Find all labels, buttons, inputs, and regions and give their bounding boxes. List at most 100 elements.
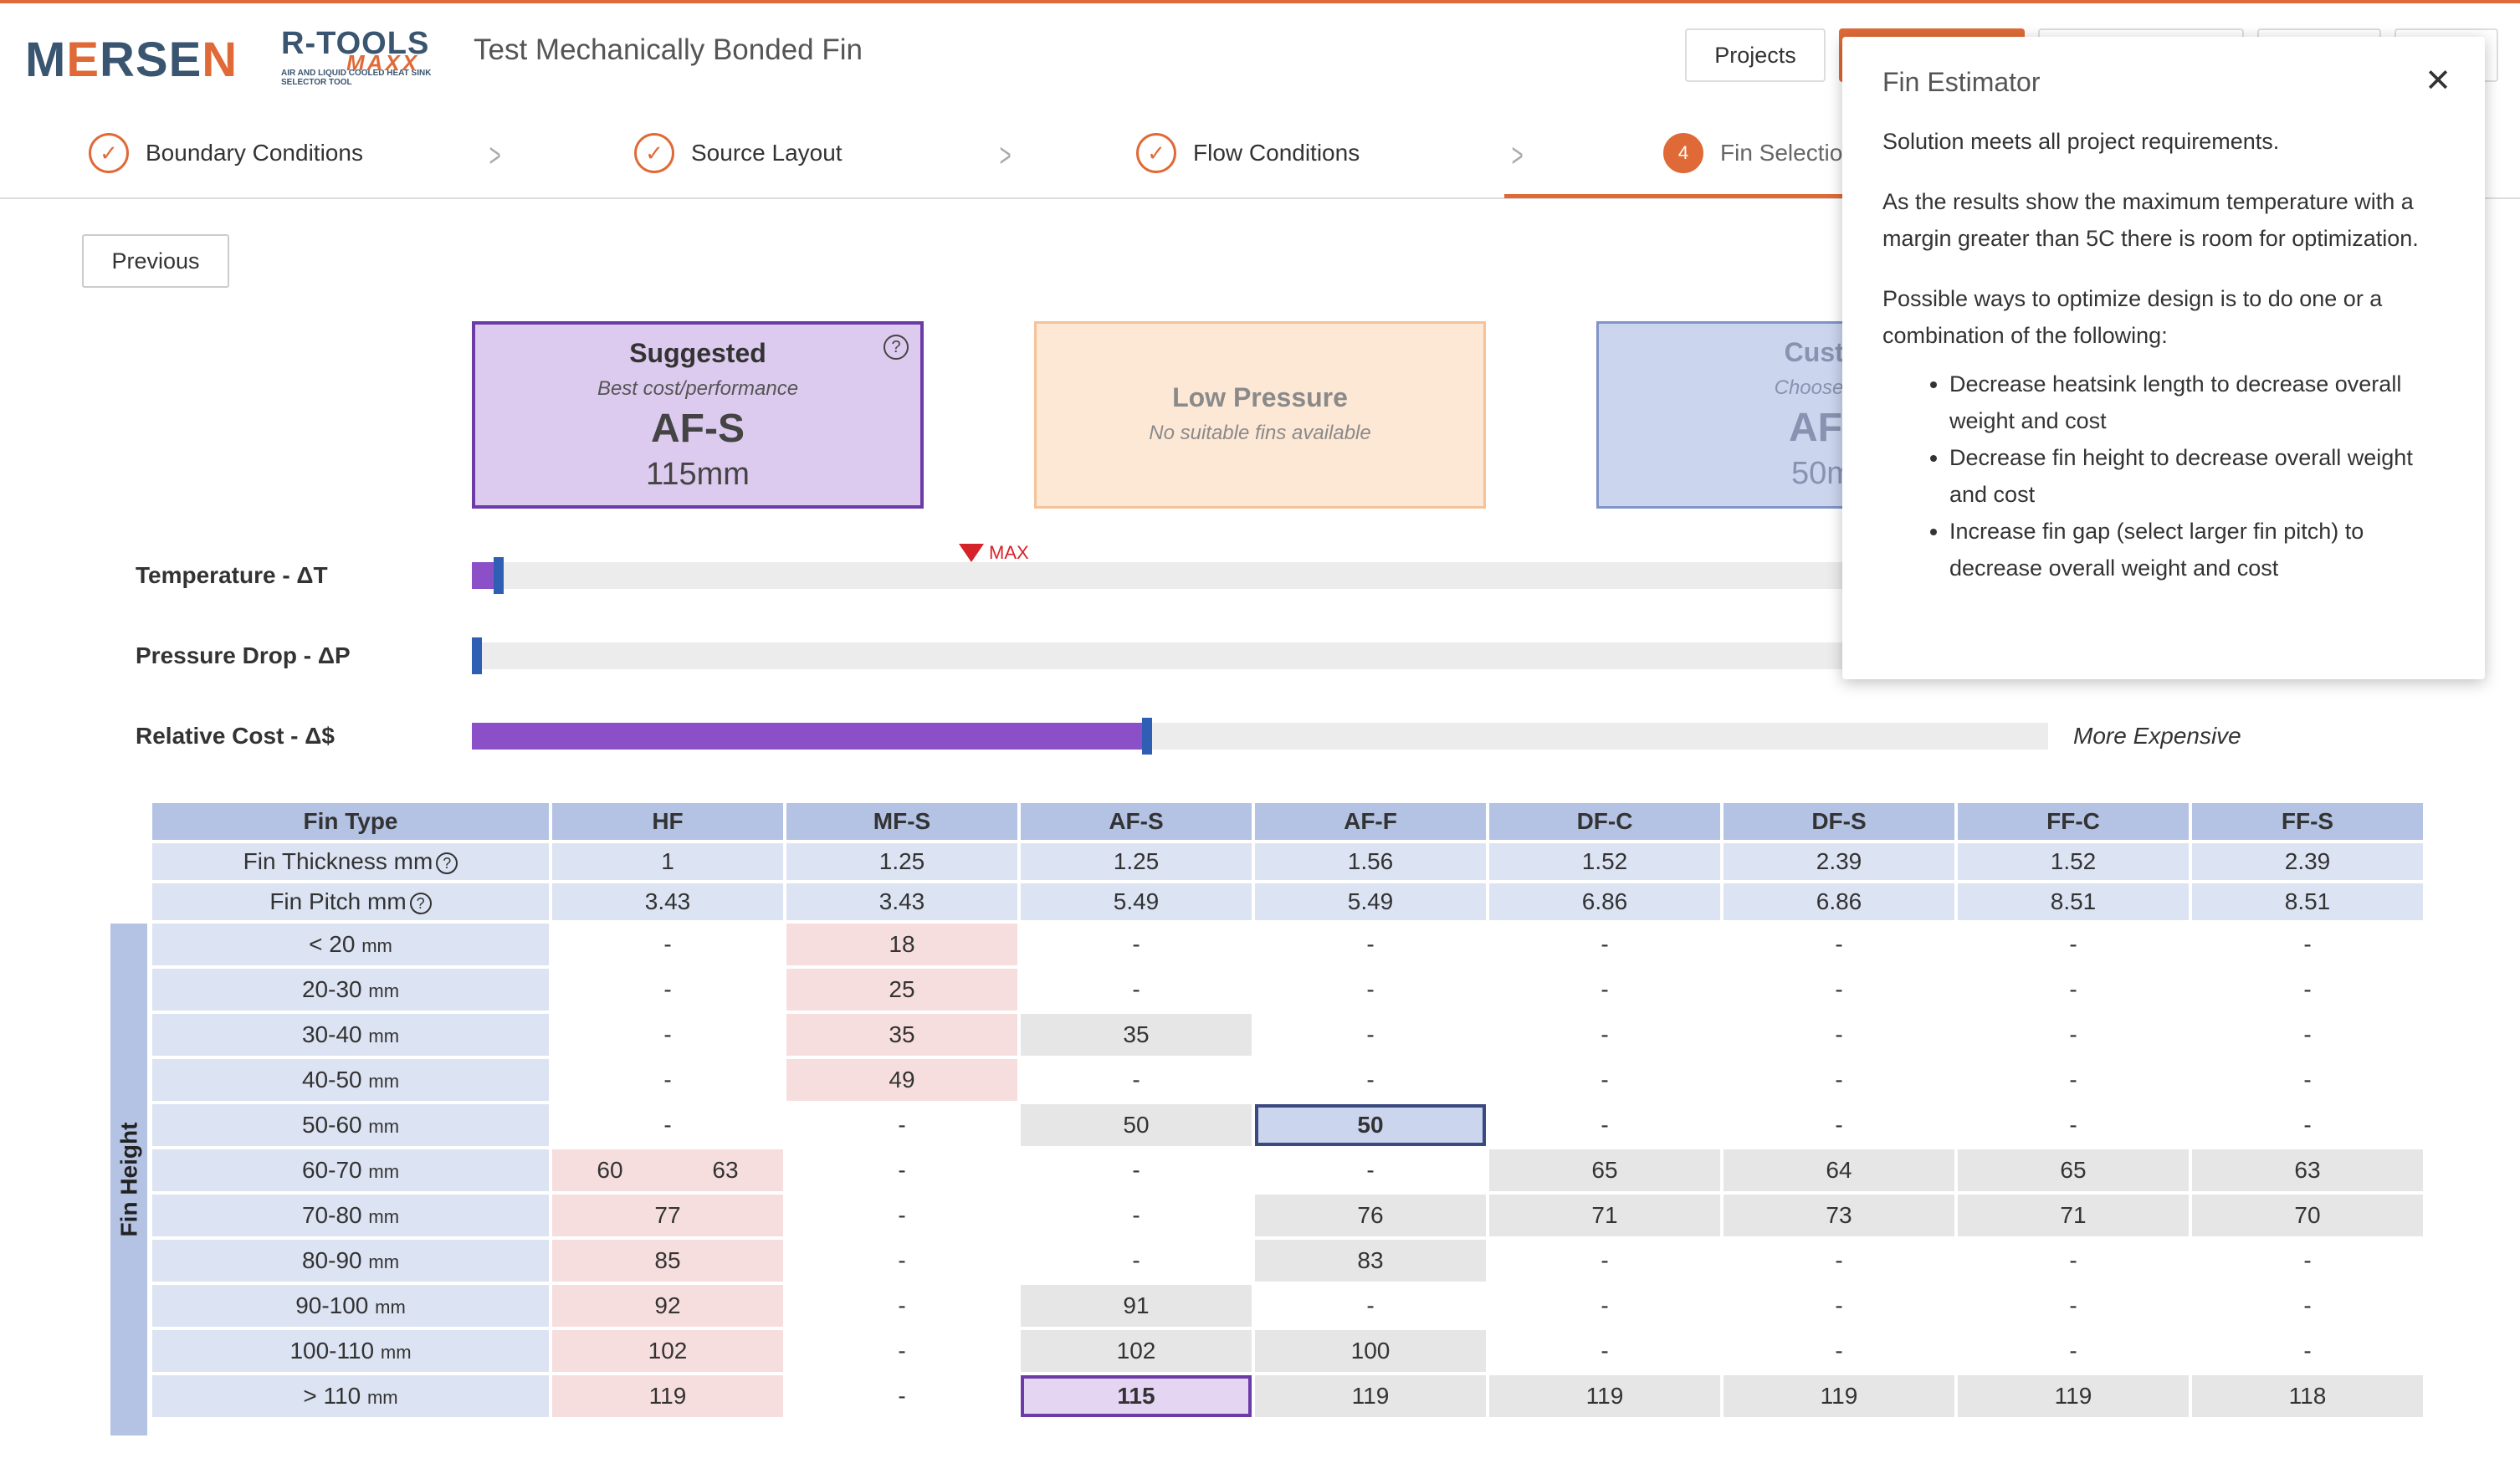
table-cell[interactable]: 119 (1958, 1375, 2189, 1417)
step-fin-selection[interactable]: 4 Fin Selectio (1663, 132, 1842, 174)
fin-type-row: Fin Type HF MF-S AF-S AF-F DF-C DF-S FF-… (152, 803, 2423, 840)
column-header[interactable]: DF-S (1724, 803, 1954, 840)
low-pressure-card[interactable]: Low Pressure No suitable fins available (1034, 321, 1486, 509)
fin-height-range: 50-60 mm (152, 1104, 549, 1146)
help-icon[interactable]: ? (884, 335, 909, 360)
table-cell[interactable]: 119 (552, 1375, 783, 1417)
temperature-bar-fill (472, 562, 494, 589)
close-icon[interactable]: ✕ (2425, 64, 2451, 99)
unit-label: mm (380, 1342, 412, 1363)
column-header[interactable]: FF-S (2192, 803, 2423, 840)
table-cell[interactable]: 119 (1724, 1375, 1954, 1417)
table-cell[interactable]: 70 (2192, 1195, 2423, 1236)
table-cell[interactable]: 65 (1958, 1149, 2189, 1191)
range-label: 40-50 (301, 1067, 362, 1093)
table-cell[interactable]: 50 (1255, 1104, 1486, 1146)
column-header[interactable]: FF-C (1958, 803, 2189, 840)
table-cell[interactable]: 92 (552, 1285, 783, 1327)
popover-suggestions: Decrease heatsink length to decrease ove… (1949, 366, 2445, 586)
range-label: 100-110 (289, 1338, 375, 1364)
table-cell[interactable]: 18 (786, 924, 1017, 965)
fin-pitch-row: Fin Pitch mm? 3.43 3.43 5.49 5.49 6.86 6… (152, 883, 2423, 920)
table-cell[interactable]: 73 (1724, 1195, 1954, 1236)
temperature-bar (472, 557, 2048, 594)
check-icon: ✓ (89, 133, 129, 173)
unit-label: mm (368, 1116, 400, 1137)
table-cell[interactable]: 102 (552, 1330, 783, 1372)
table-cell[interactable]: 77 (552, 1195, 783, 1236)
unit-label: mm (361, 935, 392, 956)
step-flow-conditions[interactable]: ✓ Flow Conditions (1136, 132, 1360, 174)
more-expensive-label: More Expensive (2073, 723, 2241, 749)
table-cell[interactable]: 60 63 (552, 1149, 783, 1191)
table-cell[interactable]: 100 (1255, 1330, 1486, 1372)
unit-label: mm (368, 1206, 400, 1227)
pitch-cell: 3.43 (552, 883, 783, 920)
table-cell[interactable]: 119 (1489, 1375, 1720, 1417)
table-cell: - (552, 1104, 783, 1146)
fin-height-range: 90-100 mm (152, 1285, 549, 1327)
table-cell: - (1489, 924, 1720, 965)
table-cell: - (1958, 1285, 2189, 1327)
table-cell[interactable]: 102 (1021, 1330, 1252, 1372)
table-cell[interactable]: 35 (1021, 1014, 1252, 1056)
popover-explanation: As the results show the maximum temperat… (1882, 189, 2419, 251)
mersen-logo[interactable]: MERSEN (25, 32, 238, 88)
step-source-layout[interactable]: ✓ Source Layout (634, 132, 843, 174)
column-header[interactable]: AF-S (1021, 803, 1252, 840)
previous-button[interactable]: Previous (82, 234, 229, 288)
suggested-card[interactable]: ? Suggested Best cost/performance AF-S 1… (472, 321, 924, 509)
table-cell[interactable]: 91 (1021, 1285, 1252, 1327)
column-header[interactable]: MF-S (786, 803, 1017, 840)
table-cell[interactable]: 76 (1255, 1195, 1486, 1236)
pitch-cell: 8.51 (2192, 883, 2423, 920)
table-cell[interactable]: 83 (1255, 1240, 1486, 1282)
table-cell[interactable]: 49 (786, 1059, 1017, 1101)
pitch-cell: 3.43 (786, 883, 1017, 920)
fin-height-axis-label: Fin Height (110, 924, 147, 1435)
table-cell: - (786, 1285, 1017, 1327)
column-header[interactable]: HF (552, 803, 783, 840)
chevron-right-icon: > (1511, 137, 1524, 174)
table-cell[interactable]: 35 (786, 1014, 1017, 1056)
unit-label: mm (375, 1297, 406, 1318)
table-cell: - (1958, 924, 2189, 965)
table-cell: - (1489, 1330, 1720, 1372)
table-cell[interactable]: 71 (1958, 1195, 2189, 1236)
thickness-cell: 1.56 (1255, 843, 1486, 880)
step-boundary-conditions[interactable]: ✓ Boundary Conditions (89, 132, 363, 174)
help-icon[interactable]: ? (436, 852, 458, 874)
table-cell[interactable]: 85 (552, 1240, 783, 1282)
help-icon[interactable]: ? (409, 892, 432, 914)
check-icon: ✓ (634, 133, 674, 173)
thickness-cell: 1.25 (1021, 843, 1252, 880)
table-cell[interactable]: 65 (1489, 1149, 1720, 1191)
table-cell[interactable]: 115 (1021, 1375, 1252, 1417)
fin-thickness-row: Fin Thickness mm? 1 1.25 1.25 1.56 1.52 … (152, 843, 2423, 880)
range-label: 20-30 (301, 976, 362, 1002)
fin-type-header: Fin Type (152, 803, 549, 840)
temperature-marker (494, 557, 504, 594)
pitch-cell: 8.51 (1958, 883, 2189, 920)
table-cell[interactable]: 63 (2192, 1149, 2423, 1191)
table-cell[interactable]: 64 (1724, 1149, 1954, 1191)
table-cell: - (2192, 1330, 2423, 1372)
temperature-label: Temperature - ΔT (136, 562, 328, 588)
column-header[interactable]: AF-F (1255, 803, 1486, 840)
table-cell[interactable]: 119 (1255, 1375, 1486, 1417)
table-cell[interactable]: 118 (2192, 1375, 2423, 1417)
pitch-cell: 6.86 (1724, 883, 1954, 920)
range-label: 60-70 (301, 1157, 362, 1183)
fin-height-range: 40-50 mm (152, 1059, 549, 1101)
table-cell[interactable]: 50 (1021, 1104, 1252, 1146)
range-label: > 110 (303, 1383, 361, 1409)
table-cell[interactable]: 71 (1489, 1195, 1720, 1236)
column-header[interactable]: DF-C (1489, 803, 1720, 840)
table-row: 90-100 mm 92-91- - - - - (152, 1285, 2423, 1327)
suggestion-item: Decrease fin height to decrease overall … (1949, 439, 2445, 513)
projects-button[interactable]: Projects (1685, 28, 1826, 82)
table-cell[interactable]: 25 (786, 969, 1017, 1011)
active-step-underline (1504, 194, 1856, 198)
table-cell: - (1958, 1059, 2189, 1101)
